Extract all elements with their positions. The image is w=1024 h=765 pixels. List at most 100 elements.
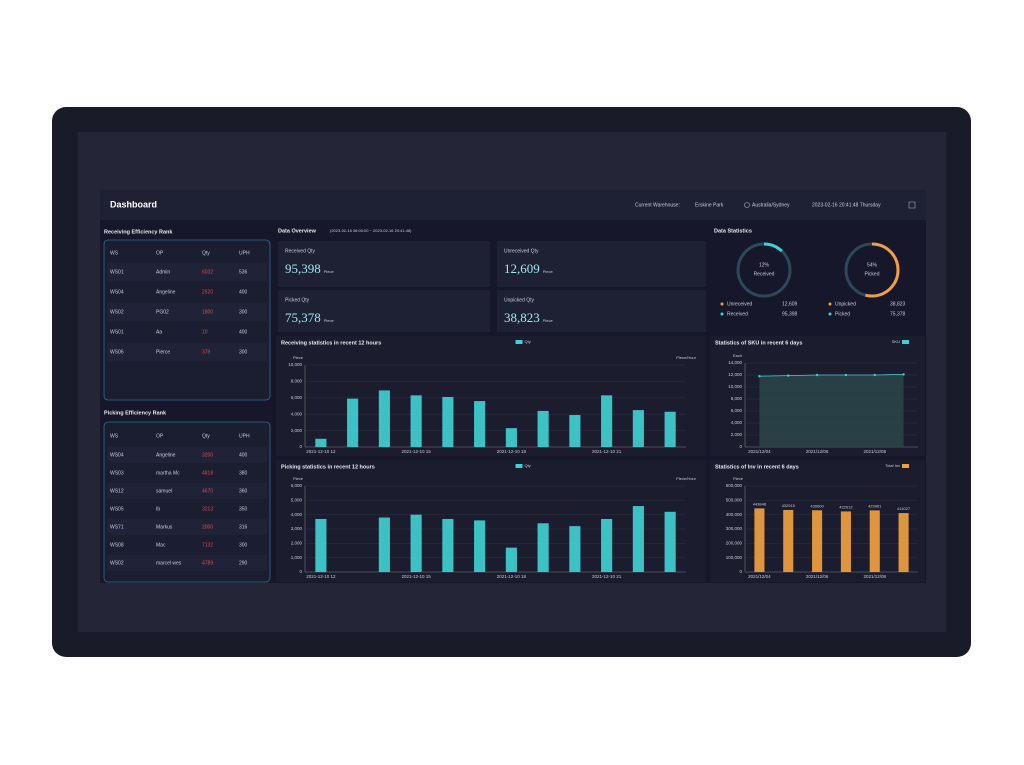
y-tick-label: 600,000 <box>726 483 743 488</box>
legend-label: Qty <box>525 339 531 344</box>
x-tick-label: 2021-12-10 21 <box>592 574 622 579</box>
bar <box>474 401 486 447</box>
cell: WS01 <box>110 329 124 335</box>
legend-dot <box>828 302 832 306</box>
y-tick-label: 2,000 <box>731 432 743 437</box>
table-row <box>107 263 267 281</box>
legend-label: Total Inv <box>885 463 900 468</box>
chart-title: Picking statistics in recent 12 hours <box>281 464 375 470</box>
cell: marcel wes <box>156 560 182 566</box>
bar <box>664 511 676 572</box>
y-axis-label: Piece <box>293 355 304 360</box>
cell: 10 <box>202 329 208 335</box>
kpi-label: Picked Qty <box>285 297 310 303</box>
y-tick-label: 10,000 <box>288 362 302 367</box>
chart-title: Statistics of Inv in recent 6 days <box>715 464 799 470</box>
point <box>758 375 761 378</box>
x-tick-label: 2021-12-10 18 <box>497 574 527 579</box>
bar <box>537 410 549 447</box>
cell: 4818 <box>202 470 213 476</box>
bar <box>754 508 765 572</box>
kpi-value: 75,378 <box>285 310 321 325</box>
cell: martha Mc <box>156 470 180 476</box>
legend-dot <box>720 302 724 306</box>
y-tick-label: 0 <box>299 444 302 449</box>
cell: Aa <box>156 329 162 335</box>
cell: 316 <box>239 524 248 530</box>
y-tick-label: 14,000 <box>728 360 742 365</box>
datetime: 2023-02-16 20:41:48 Thursday <box>812 202 881 208</box>
bar <box>569 526 581 572</box>
bar <box>812 510 823 572</box>
cell: 360 <box>239 488 248 494</box>
cell: 400 <box>239 452 248 458</box>
y-tick-label: 12,000 <box>728 372 742 377</box>
chart-title: Receiving statistics in recent 12 hours <box>281 340 381 346</box>
point <box>844 373 848 377</box>
bar <box>505 547 517 572</box>
cell: Angeline <box>156 289 176 295</box>
bar <box>474 520 486 572</box>
bar <box>601 395 613 447</box>
kpi-card <box>278 241 490 287</box>
legend-swatch <box>515 340 523 344</box>
cell: Ib <box>156 506 160 512</box>
x-tick-label: 2021/12/08 <box>863 449 886 454</box>
y-tick-label: 3,000 <box>291 526 303 531</box>
point <box>873 373 876 377</box>
cell: PG02 <box>156 309 169 315</box>
y-tick-label: 8,000 <box>291 379 303 384</box>
kpi-card <box>278 290 490 332</box>
donut-percent: 12% <box>759 262 770 268</box>
cell: 400 <box>239 289 248 295</box>
legend-name: Picked <box>835 311 850 317</box>
x-tick-label: 2021-12-10 21 <box>592 449 622 454</box>
table-row <box>107 555 267 571</box>
x-tick-label: 2021/12/06 <box>806 574 829 579</box>
warehouse: Erskine Park <box>695 202 724 208</box>
cell: 1800 <box>202 309 213 315</box>
cell: WS12 <box>110 488 124 494</box>
bar <box>569 415 581 447</box>
y-tick-label: 2,000 <box>291 428 303 433</box>
bar <box>601 518 613 572</box>
y-tick-label: 6,000 <box>731 408 743 413</box>
y-tick-label: 400,000 <box>726 512 743 517</box>
bar <box>632 410 644 447</box>
legend-name: Unpicked <box>835 301 856 307</box>
y-tick-label: 1,000 <box>291 555 303 560</box>
table-row <box>107 447 267 463</box>
cell: Admin <box>156 269 170 275</box>
fullscreen-button[interactable] <box>908 201 916 209</box>
y-axis-label: Piece <box>733 476 744 481</box>
section-title: Receiving Efficiency Rank <box>104 229 173 235</box>
cell: Markus <box>156 524 173 530</box>
bar <box>378 517 390 572</box>
period: (2023-02-16 08:00:00 ~ 2023-02-16 20:41:… <box>330 228 412 233</box>
donut-arc <box>844 242 900 298</box>
kpi-value: 12,609 <box>504 261 540 276</box>
y-tick-label: 8,000 <box>731 396 743 401</box>
table-row <box>107 323 267 341</box>
bar <box>505 428 517 447</box>
legend-dot <box>720 312 724 316</box>
dashboard-title: Dashboard <box>110 199 157 209</box>
legend-label: Qty <box>525 463 531 468</box>
legend-value: 12,609 <box>782 301 798 307</box>
data-label: 422612 <box>839 504 853 509</box>
y-tick-label: 5,000 <box>291 498 303 503</box>
cell: Pierce <box>156 349 170 355</box>
y-tick-label: 2,000 <box>291 541 303 546</box>
top-bar <box>100 190 926 220</box>
cell: 290 <box>239 560 248 566</box>
legend-name: Unreceived <box>727 301 753 307</box>
bar <box>410 514 422 572</box>
point <box>815 373 819 377</box>
x-tick-label: 2021-12-10 18 <box>497 449 527 454</box>
legend-value: 75,378 <box>890 311 906 317</box>
column-header: Qty <box>202 433 210 439</box>
kpi-label: Unreceived Qty <box>504 248 539 254</box>
cell: 4789 <box>202 560 213 566</box>
legend-swatch <box>902 464 909 468</box>
